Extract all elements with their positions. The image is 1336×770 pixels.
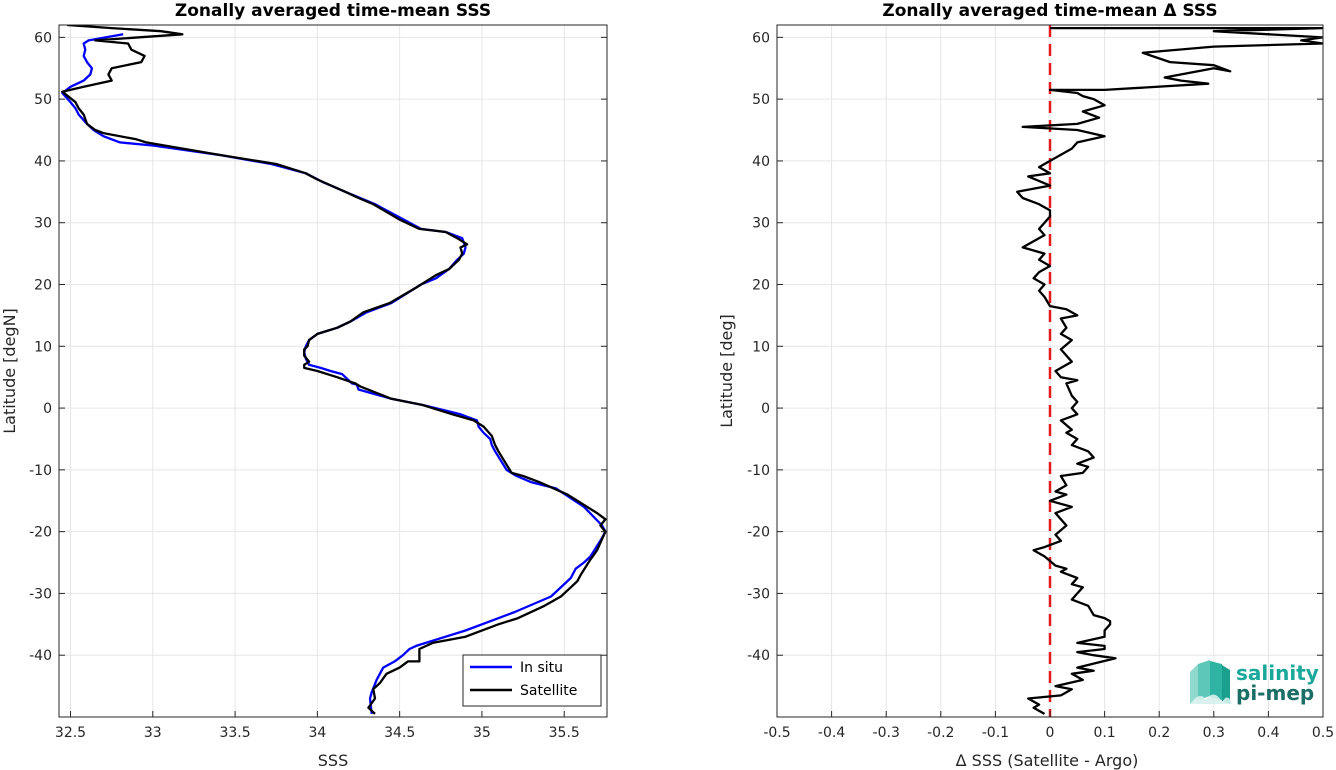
left-y-tick-label: -20 <box>29 525 52 541</box>
logo-text-salinity: salinity <box>1236 661 1319 685</box>
legend-label-in-situ: In situ <box>520 660 563 676</box>
right-y-tick-label: 10 <box>752 339 770 355</box>
series-line-delta-sss <box>1016 26 1323 715</box>
left-plot: Zonally averaged time-mean SSS 32.5 33 33.… <box>0 1 608 770</box>
right-y-tick-label: -10 <box>747 463 770 479</box>
left-x-tick-label: 33.5 <box>219 725 250 741</box>
right-x-tick-label: -0.5 <box>763 725 790 741</box>
left-chart-title: Zonally averaged time-mean SSS <box>175 1 491 21</box>
left-x-tick-label: 34.5 <box>384 725 415 741</box>
right-y-tick-label: 30 <box>752 216 770 232</box>
left-x-tick-label: 32.5 <box>55 725 86 741</box>
legend-label-satellite: Satellite <box>520 683 577 699</box>
left-x-tick-label: 35 <box>473 725 491 741</box>
right-y-axis-label: Latitude [deg] <box>717 314 736 428</box>
left-x-tick-label: 34 <box>308 725 326 741</box>
left-y-tick-label: 20 <box>34 278 52 294</box>
right-y-tick-label: -20 <box>747 525 770 541</box>
right-x-tick-label: -0.4 <box>818 725 845 741</box>
right-x-tick-label: -0.3 <box>873 725 900 741</box>
legend-box <box>462 654 602 707</box>
series-line-in-situ <box>61 33 607 715</box>
right-x-tick-label: -0.2 <box>927 725 954 741</box>
right-plot: Zonally averaged time-mean Δ SSS -0.5 -0.… <box>717 1 1334 770</box>
left-x-axis-label: SSS <box>318 751 348 770</box>
left-y-tick-label: 0 <box>43 401 52 417</box>
right-x-axis-label: Δ SSS (Satellite - Argo) <box>956 751 1139 770</box>
right-y-tick-label: -40 <box>747 648 770 664</box>
left-x-tick-label: 35.5 <box>549 725 580 741</box>
right-x-tick-label: 0.1 <box>1093 725 1115 741</box>
left-y-tick-label: 10 <box>34 339 52 355</box>
right-x-tick-label: 0.3 <box>1203 725 1225 741</box>
right-y-tick-label: 20 <box>752 278 770 294</box>
right-x-tick-label: 0.2 <box>1148 725 1170 741</box>
left-y-tick-label: -30 <box>29 586 52 602</box>
legend: In situ Satellite <box>462 654 602 707</box>
right-y-tick-label: -30 <box>747 586 770 602</box>
logo-text-pi-mep: pi-mep <box>1236 681 1314 705</box>
series-line-satellite <box>61 25 607 715</box>
left-plot-frame <box>58 24 608 718</box>
right-y-tick-label: 0 <box>761 401 770 417</box>
left-y-tick-label: 50 <box>34 92 52 108</box>
right-chart-title: Zonally averaged time-mean Δ SSS <box>882 1 1217 21</box>
right-y-tick-label: 60 <box>752 30 770 46</box>
left-x-tick-label: 33 <box>144 725 162 741</box>
right-y-tick-label: 40 <box>752 154 770 170</box>
left-y-tick-label: -10 <box>29 463 52 479</box>
left-y-tick-label: 40 <box>34 154 52 170</box>
right-x-tick-label: 0 <box>1046 725 1055 741</box>
left-y-axis-label: Latitude [degN] <box>0 308 19 434</box>
right-x-tick-label: 0.4 <box>1257 725 1279 741</box>
left-y-tick-label: 60 <box>34 30 52 46</box>
logo-mark-icon <box>1190 660 1232 704</box>
right-x-tick-label: 0.5 <box>1312 725 1334 741</box>
right-x-tick-label: -0.1 <box>982 725 1009 741</box>
left-y-tick-label: 30 <box>34 216 52 232</box>
right-y-tick-label: 50 <box>752 92 770 108</box>
left-y-tick-label: -40 <box>29 648 52 664</box>
salinity-pi-mep-logo: salinity pi-mep <box>1190 660 1319 705</box>
